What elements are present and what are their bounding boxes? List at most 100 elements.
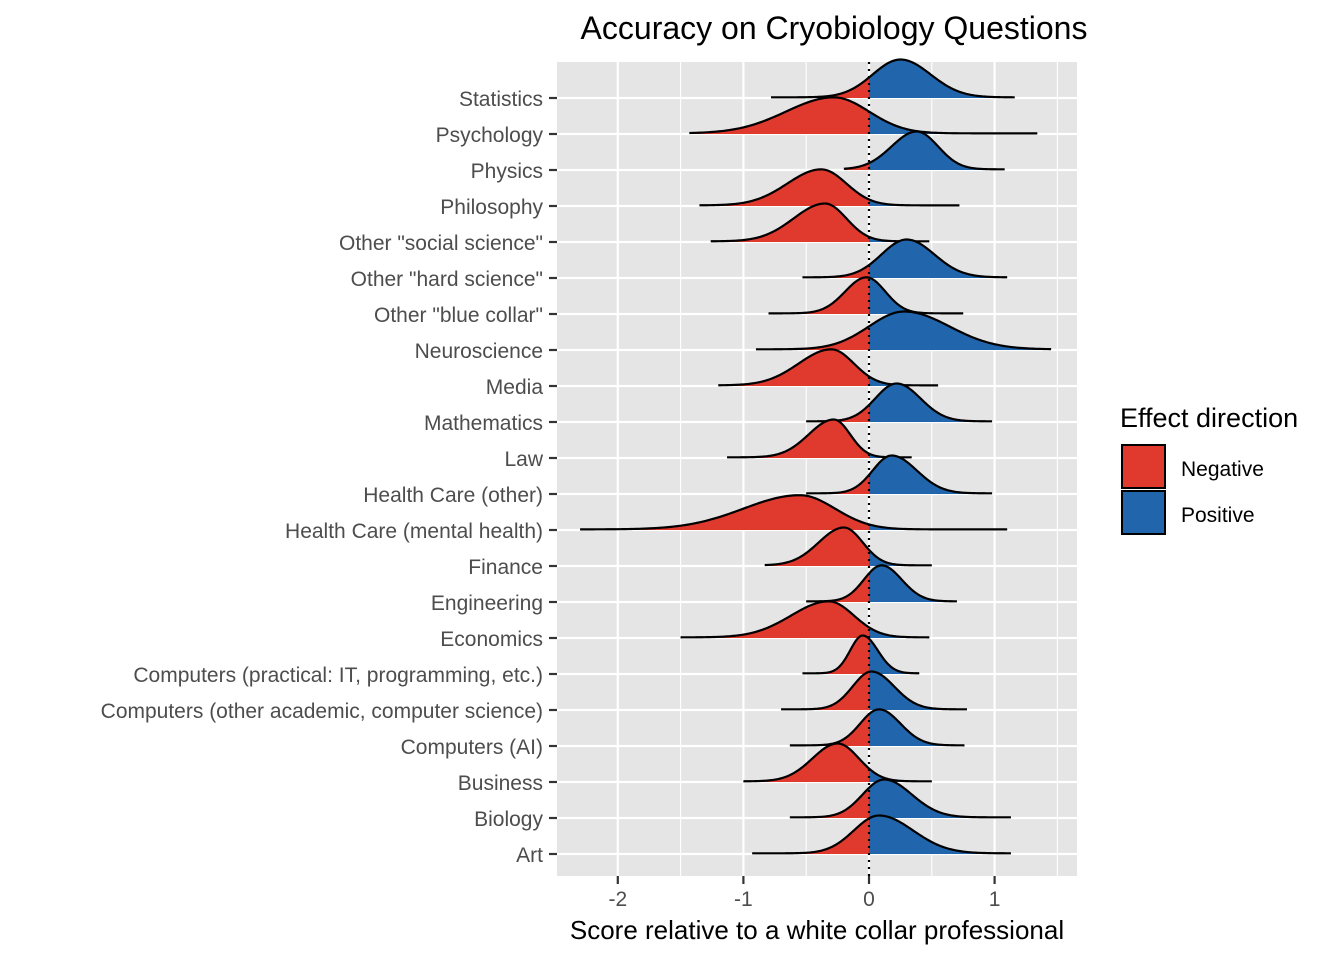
ridge-outline (771, 58, 1015, 99)
ridge-other-social-science (710, 202, 930, 243)
y-tick-label: Media (486, 376, 544, 399)
ridge-outline (755, 310, 1052, 351)
x-tick-label: -1 (734, 888, 753, 911)
ridge-philosophy (699, 168, 960, 207)
ridge-negative-area (710, 203, 869, 242)
y-tick-label: Other "social science" (339, 232, 543, 255)
ridge-positive-area (869, 59, 1015, 98)
ridge-positive-area (869, 383, 993, 422)
ridge-other-blue-collar (768, 276, 964, 315)
ridge-negative-area (699, 169, 869, 206)
y-tick-label: Psychology (436, 124, 544, 147)
y-tick-label: Computers (practical: IT, programming, e… (133, 664, 543, 687)
ridge-outline (802, 238, 1008, 279)
y-tick-label: Economics (440, 628, 543, 651)
y-tick-label: Biology (474, 808, 543, 831)
ridge-positive-area (869, 277, 964, 314)
ridge-outline (768, 276, 964, 315)
ridge-outline (806, 454, 993, 495)
x-tick-label: 1 (989, 888, 1001, 911)
ridge-negative-area (806, 404, 869, 422)
chart-title: Accuracy on Cryobiology Questions (581, 10, 1088, 46)
ridge-positive-area (869, 565, 957, 602)
legend-label-positive: Positive (1181, 504, 1255, 527)
ridge-negative-area (781, 671, 869, 710)
y-tick-label: Mathematics (424, 412, 543, 435)
ridge-outline (699, 168, 960, 207)
legend-swatch-negative (1121, 444, 1166, 489)
y-tick-label: Computers (AI) (401, 736, 543, 759)
ridge-outline (802, 634, 920, 675)
ridge-health-care-other (806, 454, 993, 495)
ridge-law (727, 418, 912, 459)
ridge-outline (689, 96, 1038, 135)
y-tick-label: Other "hard science" (351, 268, 543, 291)
ridge-negative-area (789, 787, 869, 818)
ridge-art (752, 814, 1011, 855)
x-tick-label: -2 (608, 888, 627, 911)
y-tick-label: Law (504, 448, 543, 471)
ridge-positive-area (869, 627, 930, 638)
ridge-computers-ai (789, 708, 965, 747)
legend-label-negative: Negative (1181, 458, 1264, 481)
ridge-health-care-mental-health (580, 494, 1008, 531)
y-tick-label: Statistics (459, 88, 543, 111)
ridge-biology (789, 778, 1011, 819)
ridge-positive-area (869, 638, 920, 674)
ridge-negative-area (764, 527, 869, 566)
ridge-other-hard-science (802, 238, 1008, 279)
y-tick-label: Other "blue collar" (374, 304, 543, 327)
y-axis: Statistics Psychology Physics Philosophy Oth… (101, 88, 557, 867)
ridge-negative-area (789, 714, 869, 746)
y-tick-label: Neuroscience (415, 340, 543, 363)
ridge-outline (843, 130, 1005, 171)
ridge-psychology (689, 96, 1038, 135)
x-axis-label: Score relative to a white collar profess… (570, 915, 1064, 945)
ridge-negative-area (752, 818, 869, 854)
ridge-statistics (771, 58, 1015, 99)
ridges (580, 58, 1052, 855)
ridge-positive-area (869, 131, 1005, 170)
ridge-physics (843, 130, 1005, 171)
ridge-negative-area (768, 277, 869, 314)
ridge-outline (789, 778, 1011, 819)
ridge-neuroscience (755, 310, 1052, 351)
ridge-outline (727, 418, 912, 459)
ridge-negative-area (806, 573, 869, 602)
ridge-outline (752, 814, 1011, 855)
ridge-outline (680, 600, 930, 639)
ridge-positive-area (869, 111, 1038, 134)
y-tick-label: Business (458, 772, 543, 795)
ridge-computers-other-academic-computer-science (781, 670, 967, 711)
ridge-positive-area (869, 311, 1050, 350)
y-tick-label: Health Care (mental health) (285, 520, 543, 543)
ridge-negative-area (802, 635, 869, 674)
ridge-negative-area (680, 601, 869, 638)
ridge-outline (743, 742, 932, 783)
y-tick-label: Art (516, 844, 543, 867)
ridge-outline (710, 202, 930, 243)
y-tick-label: Computers (other academic, computer scie… (101, 700, 543, 723)
ridge-positive-area (869, 709, 964, 746)
x-axis: -2 -1 0 1 (608, 876, 1000, 911)
ridge-finance (764, 526, 932, 567)
ridge-outline (789, 708, 965, 747)
ridge-negative-area (727, 419, 869, 458)
ridge-computers-practical-it-programming-etc (802, 634, 920, 675)
y-tick-label: Physics (471, 160, 543, 183)
ridge-positive-area (869, 455, 993, 494)
ridge-economics (680, 600, 930, 639)
ridge-negative-area (743, 743, 869, 782)
y-tick-label: Philosophy (440, 196, 543, 219)
legend-title: Effect direction (1120, 403, 1298, 433)
x-tick-label: 0 (863, 888, 875, 911)
ridge-negative-area (755, 326, 869, 350)
y-tick-label: Health Care (other) (363, 484, 543, 507)
y-tick-label: Finance (468, 556, 543, 579)
ridge-positive-area (869, 199, 958, 206)
ridge-positive-area (869, 671, 967, 710)
y-tick-label: Engineering (431, 592, 543, 615)
ridge-outline (764, 526, 932, 567)
ridge-outline (580, 494, 1008, 531)
